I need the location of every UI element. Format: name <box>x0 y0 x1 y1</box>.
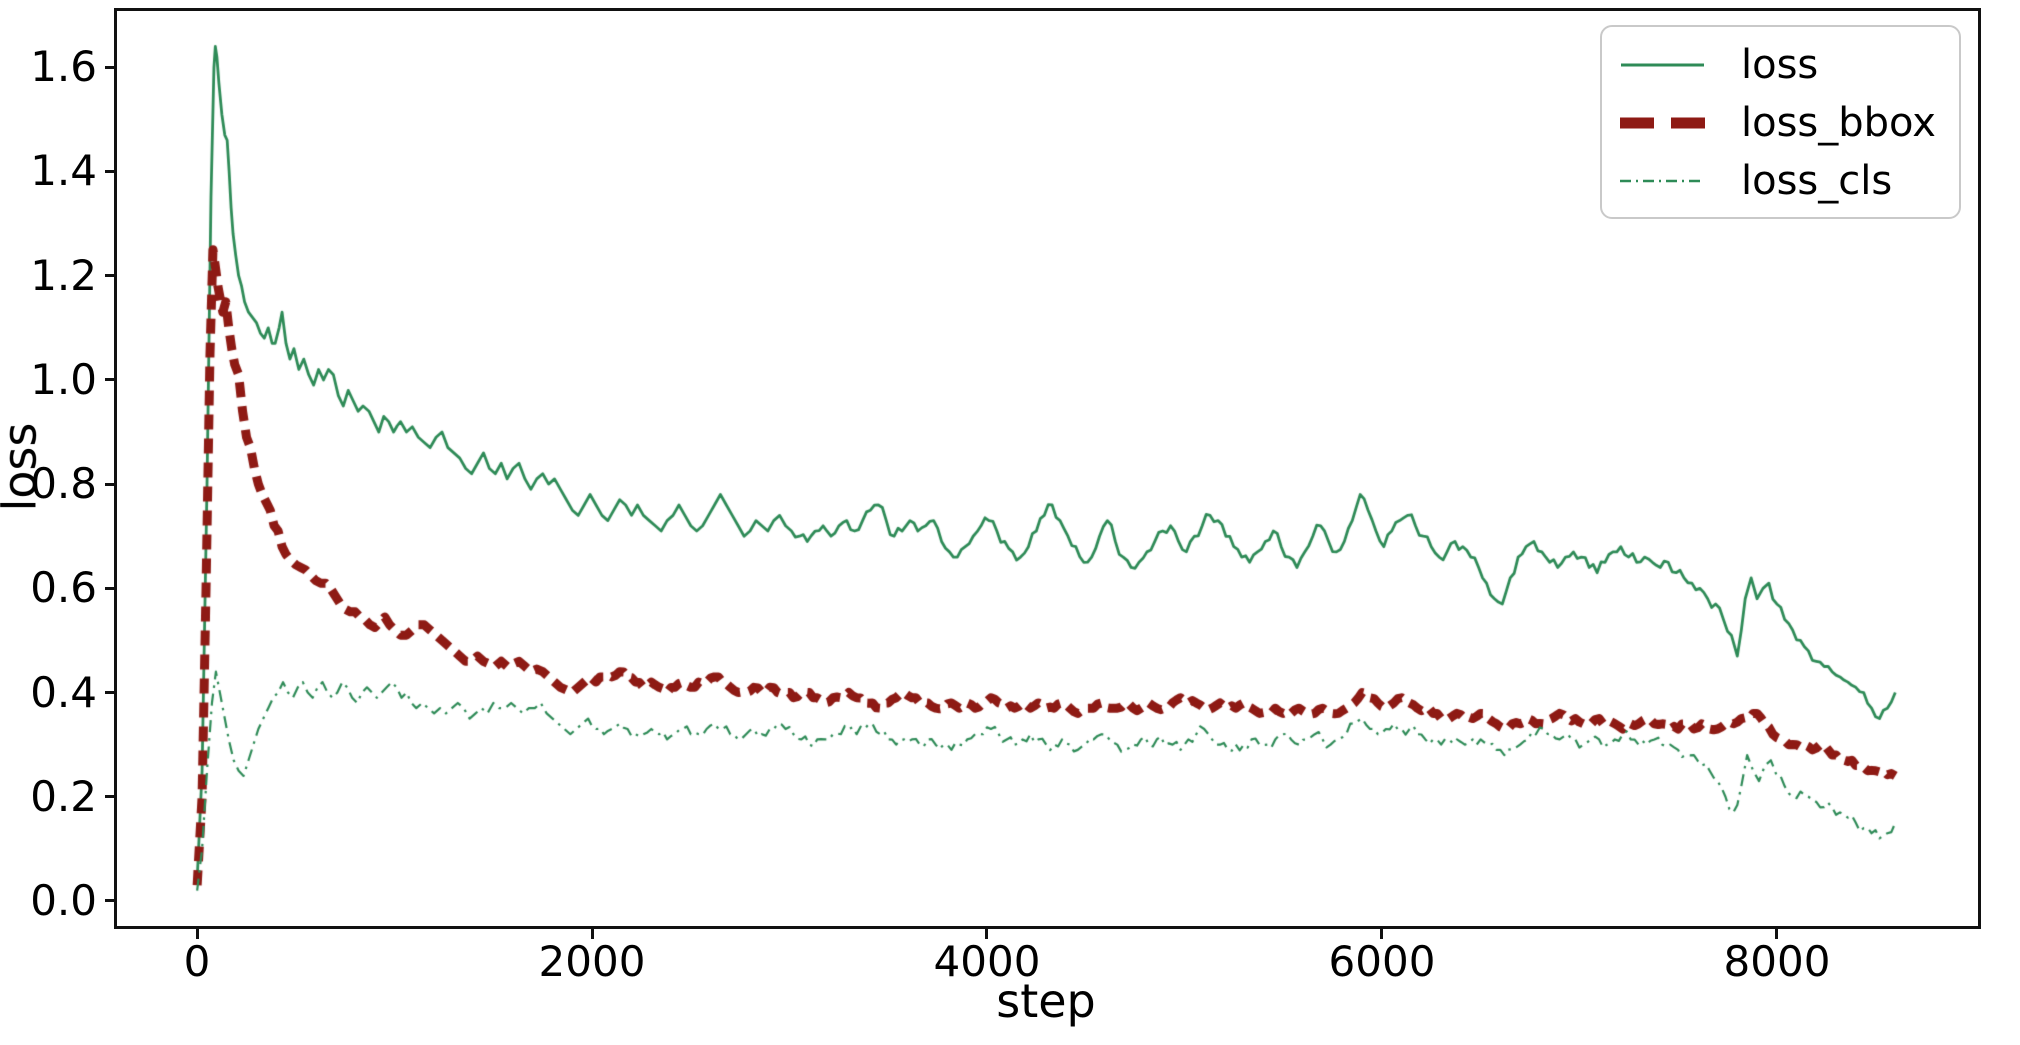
y-axis-tick-label: 1.2 <box>30 251 97 300</box>
x-tick-mark <box>195 929 199 939</box>
y-axis-tick-label: 0.8 <box>30 459 97 508</box>
y-axis-tick-label: 0.2 <box>30 772 97 821</box>
legend-item-loss: loss <box>1619 39 1959 91</box>
legend-item-loss-bbox: loss_bbox <box>1619 97 1959 149</box>
legend-line-dashed-icon <box>1620 117 1705 129</box>
y-tick-mark <box>105 899 115 903</box>
y-tick-mark <box>105 170 115 174</box>
legend-label-loss-cls: loss_cls <box>1741 158 1893 204</box>
y-axis-tick-label: 1.4 <box>30 146 97 195</box>
y-tick-mark <box>105 586 115 590</box>
legend-label-loss: loss <box>1741 42 1819 88</box>
y-axis-tick-label: 0.6 <box>30 563 97 612</box>
x-axis-tick-label: 4000 <box>933 937 1041 986</box>
y-tick-mark <box>105 65 115 69</box>
y-axis-tick-label: 0.0 <box>30 876 97 925</box>
x-tick-mark <box>1380 929 1384 939</box>
y-tick-mark <box>105 482 115 486</box>
y-axis-tick-label: 1.6 <box>30 42 97 91</box>
x-axis-tick-label: 2000 <box>538 937 646 986</box>
legend: loss loss_bbox loss_cls <box>1600 25 1961 219</box>
y-tick-mark <box>105 691 115 695</box>
x-axis-label: step <box>996 974 1096 1028</box>
x-axis-tick-label: 0 <box>183 937 211 986</box>
legend-item-loss-cls: loss_cls <box>1619 155 1959 207</box>
x-tick-mark <box>590 929 594 939</box>
x-tick-mark <box>985 929 989 939</box>
y-tick-mark <box>105 378 115 382</box>
y-tick-mark <box>105 274 115 278</box>
legend-line-solid-icon <box>1621 63 1704 67</box>
legend-label-loss-bbox: loss_bbox <box>1741 100 1936 146</box>
x-tick-mark <box>1775 929 1779 939</box>
x-axis-tick-label: 6000 <box>1328 937 1436 986</box>
legend-line-dashdot-icon <box>1620 179 1705 183</box>
x-axis-tick-label: 8000 <box>1723 937 1831 986</box>
y-tick-mark <box>105 795 115 799</box>
y-axis-tick-label: 0.4 <box>30 668 97 717</box>
y-axis-tick-label: 1.0 <box>30 355 97 404</box>
